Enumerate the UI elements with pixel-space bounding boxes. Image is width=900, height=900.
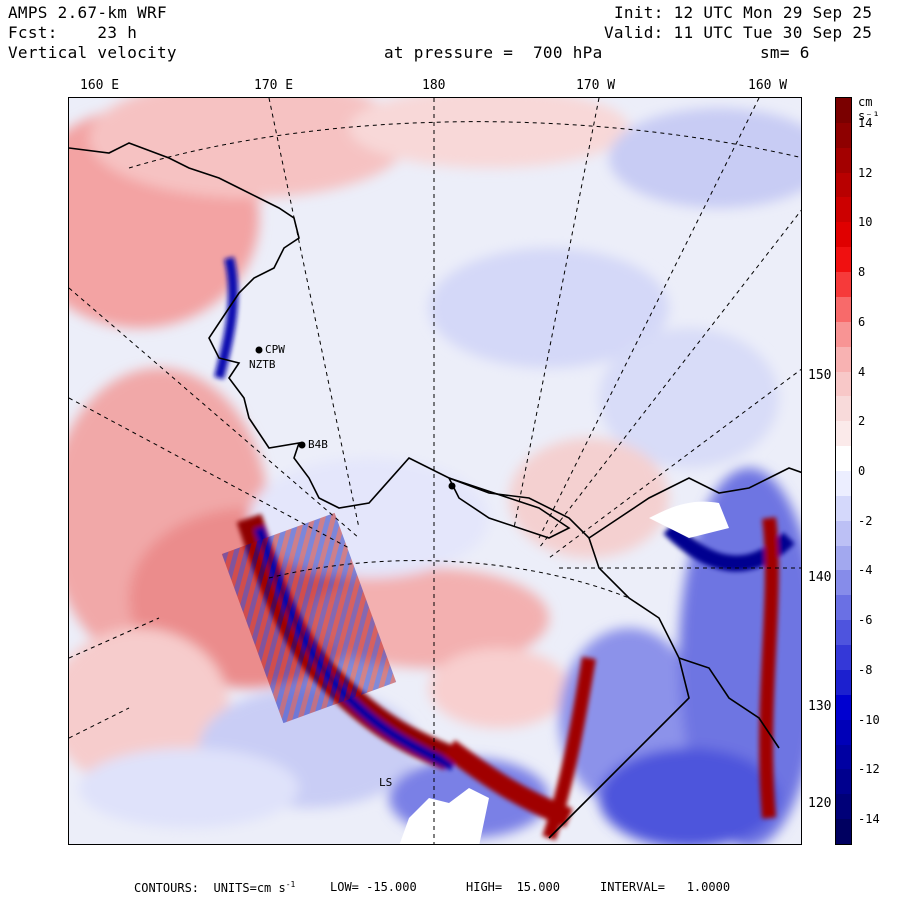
colorbar-segment: [836, 321, 851, 348]
colorbar-tick-label: 8: [858, 265, 866, 280]
colorbar-tick-label: -14: [858, 812, 880, 827]
colorbar-segment: [836, 222, 851, 248]
station-label-cpw: CPW: [265, 343, 285, 356]
colorbar-tick-label: 10: [858, 215, 873, 230]
forecast-hour: Fcst: 23 h: [8, 23, 138, 42]
footer-units-superscript: -1: [285, 880, 296, 889]
colorbar-segment: [836, 570, 851, 596]
colorbar-tick-label: 6: [858, 314, 866, 329]
colorbar-tick-label: 2: [858, 414, 866, 429]
valid-time: Valid: 11 UTC Tue 30 Sep 25: [604, 23, 873, 42]
colorbar-tick-label: -8: [858, 662, 873, 677]
no-data-areas: [399, 501, 729, 844]
colorbar-segment: [836, 396, 851, 422]
model-title: AMPS 2.67-km WRF: [8, 3, 167, 22]
colorbar-segment: [836, 545, 851, 571]
pressure-level: at pressure = 700 hPa: [384, 43, 603, 62]
colorbar-segment: [836, 446, 851, 472]
station-label-nztb: NZTB: [249, 358, 276, 371]
colorbar-segment: [836, 819, 851, 845]
coastline: [69, 142, 801, 839]
lon-label-160e: 160 E: [80, 78, 120, 93]
colorbar-segment: [836, 272, 851, 298]
colorbar-units: cm s⁻¹: [858, 95, 880, 123]
colorbar-tick-label: -6: [858, 613, 873, 628]
lon-label-170e: 170 E: [254, 78, 294, 93]
colorbar-segment: [836, 645, 851, 671]
colorbar-tick-label: -10: [858, 712, 880, 727]
colorbar-tick-label: -2: [858, 513, 873, 528]
colorbar-segment: [836, 247, 851, 273]
colorbar-segment: [836, 147, 851, 174]
lon-label-170w: 170 W: [576, 78, 616, 93]
colorbar-segment: [836, 669, 851, 696]
station-label-ls: LS: [379, 776, 392, 789]
footer-interval: INTERVAL= 1.0000: [600, 880, 731, 894]
colorbar-segment: [836, 421, 851, 447]
colorbar-segment: [836, 595, 851, 621]
colorbar-segment: [836, 769, 851, 795]
map-svg: CPW NZTB B4B LS: [69, 98, 801, 844]
colorbar-segment: [836, 620, 851, 646]
shading-field: [69, 98, 801, 844]
colorbar-segment: [836, 197, 851, 223]
graticule: [69, 98, 801, 844]
colorbar-tick-label: 14: [858, 115, 873, 130]
colorbar-tick-label: 4: [858, 364, 866, 379]
colorbar-segment: [836, 172, 851, 198]
colorbar-segment: [836, 371, 851, 397]
colorbar-tick-label: 0: [858, 464, 866, 478]
colorbar-tick-label: 12: [858, 165, 873, 180]
colorbar-segment: [836, 744, 851, 770]
colorbar-tick-label: -4: [858, 563, 873, 578]
station-dot-b4b: [298, 441, 306, 449]
colorbar-segment: [836, 346, 851, 373]
colorbar-segment: [836, 98, 851, 124]
colorbar-segment: [836, 520, 851, 547]
field-name: Vertical velocity: [8, 43, 177, 62]
footer-high: HIGH= 15.000: [466, 880, 560, 894]
station-dot-east: [448, 482, 456, 490]
init-time: Init: 12 UTC Mon 29 Sep 25: [614, 3, 873, 22]
vertical-velocity-map: CPW NZTB B4B LS: [68, 97, 802, 845]
colorbar-segment: [836, 794, 851, 820]
colorbar-segment: [836, 296, 851, 323]
colorbar-segment: [836, 694, 851, 721]
colorbar-segment: [836, 719, 851, 746]
lon-label-180: 180: [422, 78, 446, 93]
footer-contours: CONTOURS: UNITS=cm s-1: [134, 880, 296, 895]
lon-label-160w: 160 W: [748, 78, 788, 93]
colorbar-tick-label: -12: [858, 762, 880, 777]
colorbar-segment: [836, 471, 851, 497]
station-dot-cpw: [255, 346, 263, 354]
colorbar: [835, 97, 852, 845]
footer-low: LOW= -15.000: [330, 880, 417, 894]
colorbar-segment: [836, 495, 851, 522]
colorbar-segment: [836, 122, 851, 149]
smoothing: sm= 6: [760, 43, 810, 62]
striped-region: [221, 512, 397, 724]
station-label-b4b: B4B: [308, 438, 328, 451]
